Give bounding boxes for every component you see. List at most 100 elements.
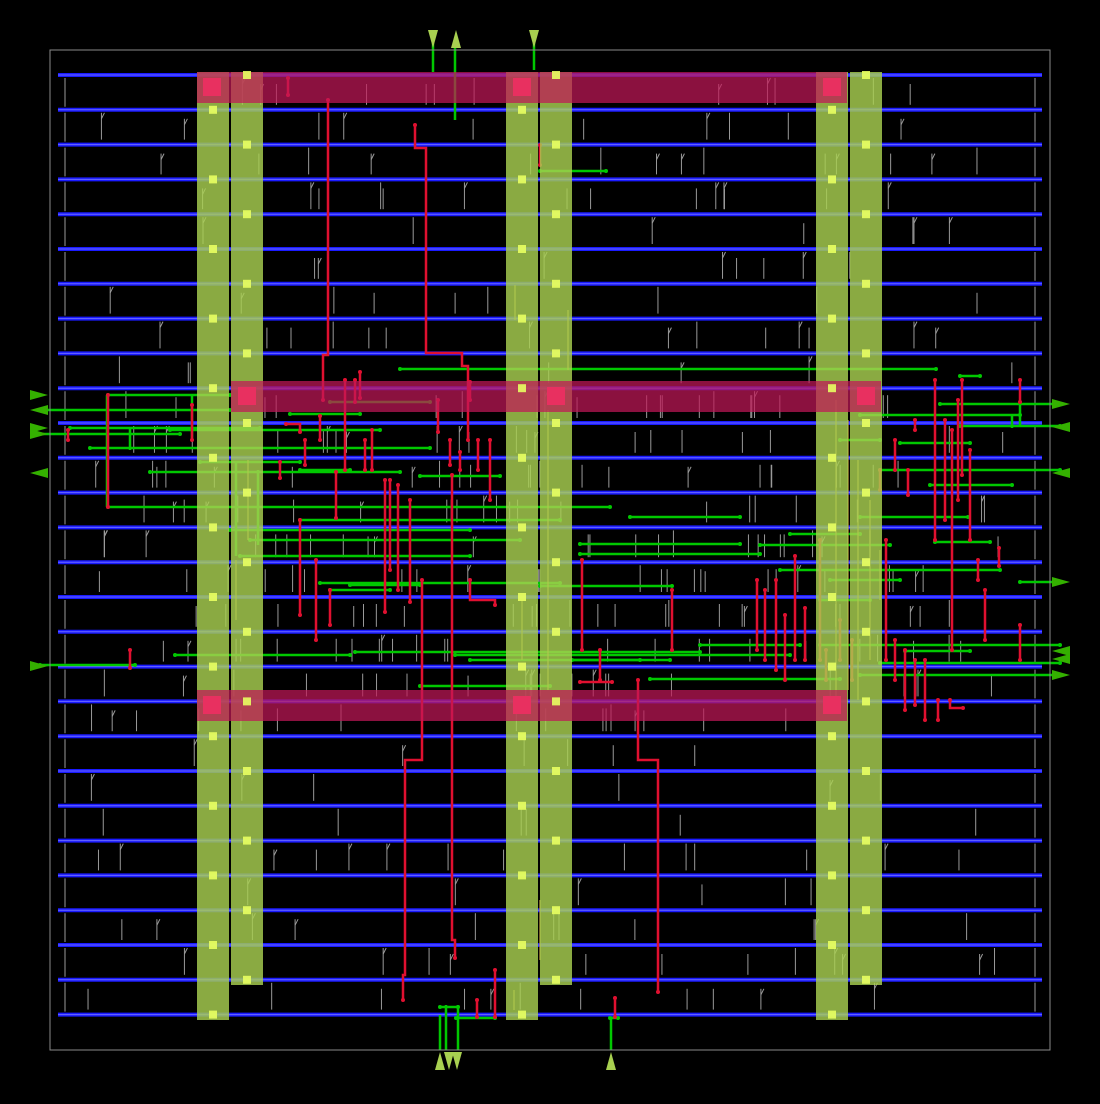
metal3-via xyxy=(383,610,387,614)
metal3-via xyxy=(774,578,778,582)
cell-tick xyxy=(948,216,953,224)
cell-tick xyxy=(577,878,582,885)
stripe-via xyxy=(518,245,526,253)
cell-tick xyxy=(680,153,685,160)
metal3-route-72 xyxy=(286,422,302,432)
io-pin-right-3[interactable] xyxy=(1052,468,1070,478)
io-pin-right-5[interactable] xyxy=(1052,646,1070,656)
metal3-via xyxy=(328,588,332,592)
metal3-via xyxy=(893,438,897,442)
metal2-via xyxy=(670,584,674,588)
metal3-via xyxy=(468,578,472,582)
stripe-via xyxy=(243,975,251,984)
cell-tick xyxy=(743,605,748,613)
cell-tick xyxy=(887,182,892,189)
metal3-via xyxy=(106,505,110,509)
io-pin-left-5[interactable] xyxy=(30,468,48,478)
io-pin-bottom-1[interactable] xyxy=(435,1052,445,1070)
metal2-via xyxy=(998,568,1002,572)
io-pin-bottom-2[interactable] xyxy=(444,1052,454,1070)
metal3-via xyxy=(803,606,807,610)
cell-tick xyxy=(381,634,386,642)
metal3-via xyxy=(476,438,480,442)
io-pin-right-1[interactable] xyxy=(1052,399,1070,409)
metal2-via xyxy=(358,412,362,416)
metal3-via xyxy=(968,538,972,542)
io-pin-left-4[interactable] xyxy=(30,429,48,439)
stripe-via xyxy=(552,349,560,358)
stripe-via xyxy=(518,105,526,114)
io-pin-left-6[interactable] xyxy=(30,661,48,671)
cell-tick xyxy=(706,112,711,120)
metal3-via xyxy=(956,498,960,502)
metal3-via xyxy=(408,600,412,604)
stripe-via xyxy=(518,871,526,880)
io-pin-top-1[interactable] xyxy=(428,30,438,48)
metal3-via xyxy=(636,678,640,682)
io-pin-top-3[interactable] xyxy=(529,30,539,48)
stripe-via xyxy=(862,140,870,149)
metal3-via xyxy=(884,538,888,542)
metal3-via xyxy=(913,428,917,432)
stripe-via xyxy=(828,175,836,184)
metal2-via xyxy=(348,468,352,472)
metal3-via xyxy=(278,476,282,480)
cell-tick xyxy=(760,988,765,996)
stripe-via xyxy=(862,419,870,427)
stripe-via xyxy=(552,906,560,915)
stripe-via xyxy=(552,836,560,845)
metal2-via xyxy=(988,540,992,544)
metal2-via xyxy=(178,432,182,436)
cell-tick xyxy=(90,773,95,781)
stripe-via xyxy=(209,245,217,253)
io-pins[interactable] xyxy=(30,30,1070,1070)
metal3-via xyxy=(388,478,392,482)
io-pin-right-6[interactable] xyxy=(1052,654,1070,664)
metal2-via xyxy=(738,515,742,519)
stripe-via xyxy=(209,384,217,393)
metal3-via xyxy=(475,1015,479,1019)
cell-tick xyxy=(317,257,322,265)
metal3-via xyxy=(476,468,480,472)
metal3-via xyxy=(755,578,759,582)
io-pin-right-7[interactable] xyxy=(1052,670,1070,680)
io-pin-top-2[interactable] xyxy=(451,30,461,48)
metal3-via xyxy=(475,998,479,1002)
stripe-via xyxy=(209,453,217,462)
metal3-via xyxy=(961,706,965,710)
io-pin-bottom-3[interactable] xyxy=(452,1052,462,1070)
io-pin-bottom-4[interactable] xyxy=(606,1052,616,1070)
metal2-via xyxy=(968,649,972,653)
io-pin-right-2[interactable] xyxy=(1052,422,1070,432)
cell-tick xyxy=(104,530,108,537)
metal2-via xyxy=(468,554,472,558)
metal3-via xyxy=(906,493,910,497)
io-pin-left-1[interactable] xyxy=(30,390,48,400)
stripe-via xyxy=(209,732,217,741)
cell-tick xyxy=(592,669,597,676)
stripe-via xyxy=(862,349,870,358)
metal3-via xyxy=(968,448,972,452)
io-pin-right-4[interactable] xyxy=(1052,577,1070,587)
stripe-via xyxy=(518,523,526,532)
cell-tick xyxy=(913,216,918,224)
metal3-via xyxy=(983,588,987,592)
stripe-via xyxy=(828,662,836,671)
io-pin-left-2[interactable] xyxy=(30,405,48,415)
stripe-via xyxy=(552,488,560,497)
metal2-via xyxy=(298,460,302,464)
metal2-via xyxy=(698,650,702,654)
metal2-via xyxy=(318,581,322,585)
metal3-route-24 xyxy=(468,580,497,605)
metal3-via xyxy=(458,468,462,472)
cell-tick xyxy=(935,327,940,334)
cell-tick xyxy=(346,431,350,439)
metal3-route-54 xyxy=(948,700,963,710)
stripe-via xyxy=(552,697,560,706)
metal3-via xyxy=(793,658,797,662)
cell-tick xyxy=(183,118,188,126)
cell-tick xyxy=(915,570,920,578)
cell-tick xyxy=(931,153,936,160)
metal3-via xyxy=(956,398,960,402)
stripe-via xyxy=(243,140,251,149)
